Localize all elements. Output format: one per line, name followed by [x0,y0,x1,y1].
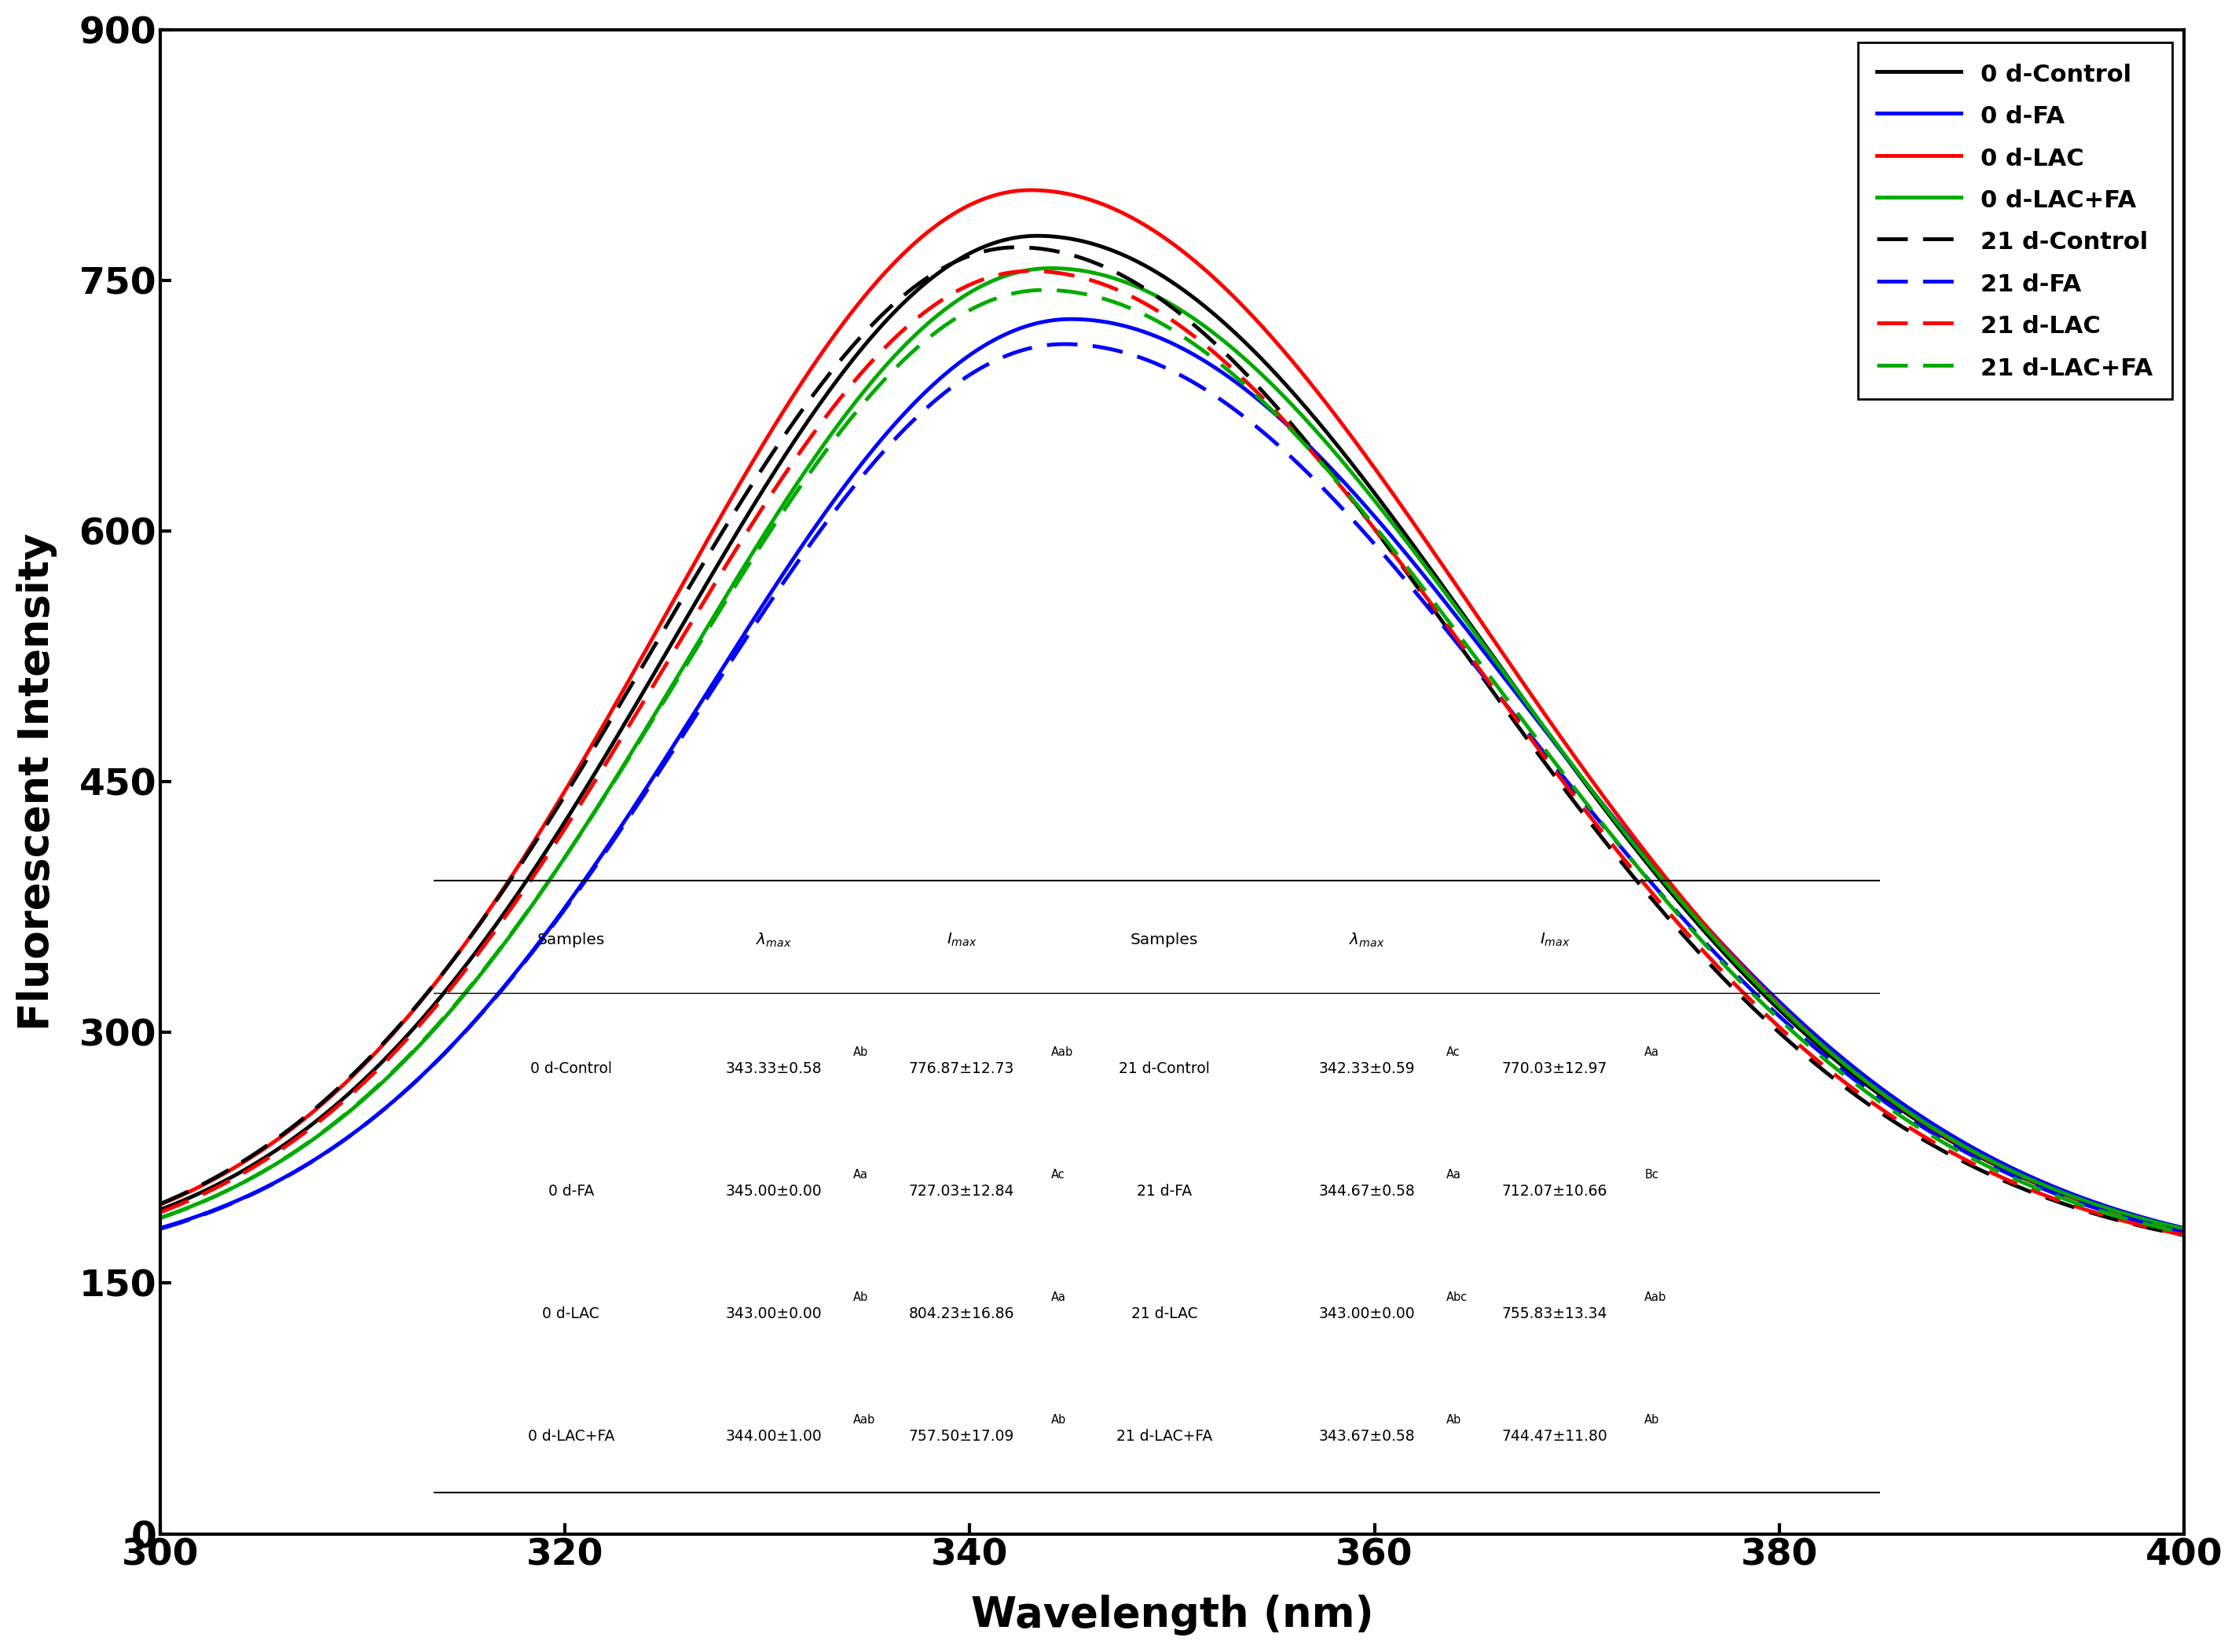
21 d-FA [1133,350,1160,370]
21 d-LAC+FA [1079,286,1106,306]
21 d-LAC+FA [1133,306,1160,325]
0 d-FA [1742,968,1769,988]
0 d-FA [2114,1203,2140,1222]
21 d-FA [251,1180,278,1199]
21 d-LAC+FA [251,1161,278,1181]
21 d-LAC+FA [1030,281,1057,301]
0 d-FA [251,1178,278,1198]
0 d-LAC+FA [1037,258,1064,278]
0 d-FA [2170,1218,2196,1237]
21 d-LAC+FA [1742,986,1769,1006]
0 d-Control [2170,1219,2196,1239]
Y-axis label: Fluorescent Intensity: Fluorescent Intensity [16,534,58,1031]
0 d-Control [1079,233,1106,253]
21 d-LAC [1133,294,1160,314]
21 d-LAC [251,1151,278,1171]
0 d-Control [148,1199,175,1219]
21 d-FA [1742,983,1769,1003]
0 d-LAC [1133,215,1160,235]
21 d-Control [1003,238,1030,258]
21 d-Control [1133,279,1160,299]
0 d-Control [251,1148,278,1168]
21 d-LAC+FA [2114,1209,2140,1229]
0 d-LAC [2114,1204,2140,1224]
21 d-Control [2170,1226,2196,1246]
21 d-Control [1079,251,1106,271]
Line: 21 d-FA: 21 d-FA [161,344,2183,1232]
21 d-Control [251,1138,278,1158]
0 d-LAC+FA [2170,1219,2196,1239]
0 d-LAC+FA [1742,971,1769,991]
0 d-LAC+FA [1079,263,1106,282]
0 d-LAC [2170,1219,2196,1239]
21 d-Control [2111,1213,2138,1232]
0 d-FA [148,1218,175,1237]
Legend: 0 d-Control, 0 d-FA, 0 d-LAC, 0 d-LAC+FA, 21 d-Control, 21 d-FA, 21 d-LAC, 21 d-: 0 d-Control, 0 d-FA, 0 d-LAC, 0 d-LAC+FA… [1858,41,2172,400]
21 d-LAC+FA [2111,1209,2138,1229]
21 d-LAC [148,1203,175,1222]
21 d-FA [1050,334,1077,354]
0 d-LAC+FA [148,1208,175,1227]
0 d-LAC+FA [2111,1204,2138,1224]
0 d-Control [1133,256,1160,276]
0 d-LAC [2111,1204,2138,1224]
0 d-Control [2114,1204,2140,1224]
Line: 0 d-FA: 0 d-FA [161,319,2183,1227]
21 d-FA [1079,335,1106,355]
0 d-LAC+FA [2114,1204,2140,1224]
21 d-FA [148,1219,175,1239]
Line: 21 d-LAC+FA: 21 d-LAC+FA [161,291,2183,1232]
Line: 0 d-LAC: 0 d-LAC [161,190,2183,1229]
21 d-LAC+FA [2170,1222,2196,1242]
0 d-Control [1742,975,1769,995]
21 d-LAC [2170,1226,2196,1246]
0 d-Control [1023,226,1050,246]
0 d-LAC+FA [251,1161,278,1181]
21 d-LAC [1079,271,1106,291]
0 d-LAC [148,1194,175,1214]
0 d-FA [1133,322,1160,342]
21 d-Control [148,1194,175,1214]
0 d-LAC [251,1140,278,1160]
21 d-FA [2111,1208,2138,1227]
21 d-FA [2170,1222,2196,1242]
X-axis label: Wavelength (nm): Wavelength (nm) [972,1594,1373,1635]
Line: 0 d-LAC+FA: 0 d-LAC+FA [161,268,2183,1229]
0 d-LAC [1017,180,1043,200]
0 d-FA [1079,311,1106,330]
21 d-LAC [2114,1211,2140,1231]
21 d-LAC+FA [148,1208,175,1227]
Line: 21 d-Control: 21 d-Control [161,248,2183,1236]
21 d-LAC [2111,1211,2138,1231]
21 d-LAC [1017,261,1043,281]
0 d-Control [2111,1204,2138,1224]
0 d-LAC [1079,190,1106,210]
21 d-FA [2114,1208,2140,1227]
0 d-FA [2111,1203,2138,1222]
21 d-LAC [1742,995,1769,1014]
Line: 0 d-Control: 0 d-Control [161,236,2183,1229]
21 d-Control [1742,999,1769,1019]
21 d-Control [2114,1213,2140,1232]
0 d-LAC+FA [1133,281,1160,301]
0 d-LAC [1742,970,1769,990]
Line: 21 d-LAC: 21 d-LAC [161,271,2183,1236]
0 d-FA [1059,309,1086,329]
